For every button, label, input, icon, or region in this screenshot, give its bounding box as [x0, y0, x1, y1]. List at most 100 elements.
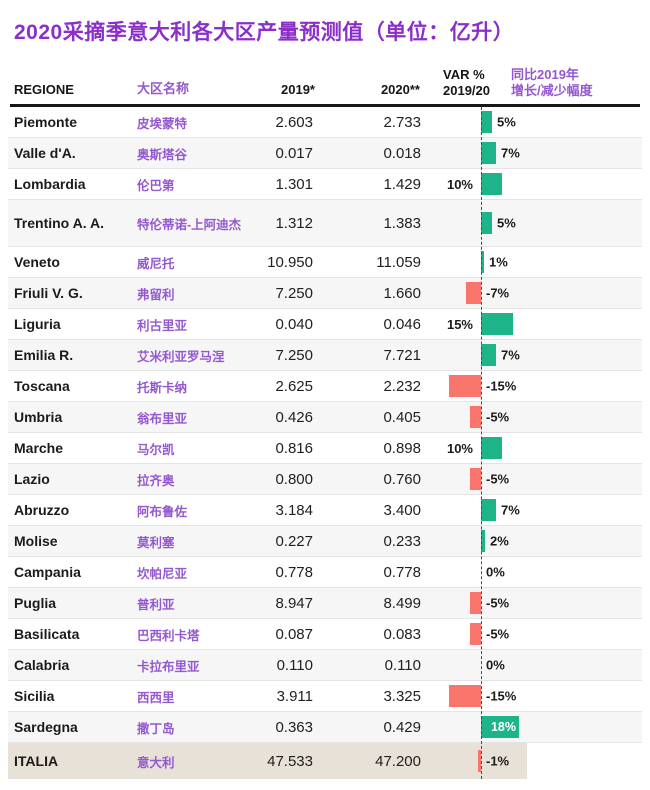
region-name-it: Liguria — [14, 316, 61, 332]
region-name-it: Umbria — [14, 409, 63, 425]
region-name-cn: 伦巴第 — [137, 178, 175, 193]
var-label: 2% — [490, 533, 509, 549]
table-row: Molise 莫利塞 0.227 0.233 2% — [8, 525, 642, 556]
value-2020: 2.733 — [383, 113, 421, 131]
var-label: 0% — [486, 657, 505, 673]
region-name-it: Valle d'A. — [14, 145, 76, 161]
header-var-line2: 2019/20 — [443, 83, 490, 98]
header-var-line1: VAR % — [443, 67, 485, 82]
region-name-cn: 马尔凯 — [137, 442, 175, 457]
region-name-cn: 利古里亚 — [137, 318, 188, 333]
region-name-it: ITALIA — [14, 753, 59, 769]
positive-var-bar: 18% — [481, 716, 519, 738]
region-name-it: Sardegna — [14, 719, 78, 735]
var-label: 7% — [501, 145, 520, 161]
region-name-cn: 撒丁岛 — [137, 721, 175, 736]
region-name-cn: 意大利 — [137, 755, 175, 770]
var-bar-cell — [473, 169, 642, 199]
var-label-left: 15% — [446, 316, 473, 332]
value-2019: 0.087 — [275, 625, 313, 643]
value-2020: 3.400 — [383, 501, 421, 519]
value-2020: 0.405 — [383, 408, 421, 426]
table-row: Piemonte 皮埃蒙特 2.603 2.733 5% — [8, 107, 642, 137]
negative-var-bar — [449, 685, 481, 707]
table-row: Sardegna 撒丁岛 0.363 0.429 18% — [8, 711, 642, 742]
var-bar-cell: 5% — [473, 107, 642, 137]
table-header: REGIONE 大区名称 2019* 2020** VAR % 2019/20 … — [10, 58, 640, 107]
var-bar-cell: 7% — [473, 138, 642, 168]
negative-var-bar — [470, 592, 481, 614]
region-name-cn: 阿布鲁佐 — [137, 504, 188, 519]
region-name-it: Puglia — [14, 595, 57, 611]
var-bar-cell — [473, 309, 642, 339]
region-name-it: Sicilia — [14, 688, 55, 704]
value-2019: 1.312 — [275, 214, 313, 232]
region-name-it: Piemonte — [14, 114, 78, 130]
var-label: -5% — [486, 595, 510, 611]
var-label: -15% — [486, 688, 517, 704]
positive-var-bar — [481, 344, 496, 366]
positive-var-bar — [481, 499, 496, 521]
table-row: Liguria 利古里亚 0.040 0.046 15% — [8, 308, 642, 339]
region-name-cn: 普利亚 — [137, 597, 175, 612]
var-bar-cell: 18% — [473, 712, 642, 742]
region-name-cn: 西西里 — [137, 690, 175, 705]
value-2020: 1.660 — [383, 284, 421, 302]
region-name-it: Calabria — [14, 657, 70, 673]
table-row: Umbria 翁布里亚 0.426 0.405 -5% — [8, 401, 642, 432]
value-2019: 2.603 — [275, 113, 313, 131]
negative-var-bar — [478, 750, 481, 772]
var-label: 18% — [490, 720, 516, 734]
var-label: -1% — [486, 753, 510, 769]
region-name-cn: 托斯卡纳 — [137, 380, 188, 395]
header-2020: 2020** — [380, 82, 420, 97]
value-2020: 8.499 — [383, 594, 421, 612]
positive-var-bar — [481, 111, 492, 133]
positive-var-bar — [481, 142, 496, 164]
var-bar-cell: -5% — [470, 464, 642, 494]
table-row: Basilicata 巴西利卡塔 0.087 0.083 -5% — [8, 618, 642, 649]
region-name-it: Friuli V. G. — [14, 285, 83, 301]
var-bar-cell: -1% — [473, 743, 642, 779]
var-label: 7% — [501, 347, 520, 363]
value-2019: 0.363 — [275, 718, 313, 736]
table-row: Abruzzo 阿布鲁佐 3.184 3.400 7% — [8, 494, 642, 525]
value-2019: 7.250 — [275, 284, 313, 302]
table-body: Piemonte 皮埃蒙特 2.603 2.733 5% Valle d'A. 奥斯塔谷 0.… — [8, 107, 642, 779]
region-name-cn: 威尼托 — [137, 256, 175, 271]
value-2020: 7.721 — [383, 346, 421, 364]
region-name-cn: 拉齐奥 — [137, 473, 175, 488]
table-row: Veneto 威尼托 10.950 11.059 1% — [8, 246, 642, 277]
region-name-it: Lazio — [14, 471, 50, 487]
page-title: 2020采摘季意大利各大区产量预测值（单位：亿升） — [14, 21, 515, 44]
var-bar-cell: -7% — [466, 278, 642, 308]
region-name-it: Trentino A. A. — [14, 215, 104, 231]
header-var-pct: VAR % 2019/20 — [443, 67, 490, 99]
positive-var-bar — [481, 212, 492, 234]
var-bar-cell: -15% — [449, 681, 642, 711]
negative-var-bar — [470, 406, 481, 428]
table-row: Marche 马尔凯 0.816 0.898 10% — [8, 432, 642, 463]
region-name-it: Abruzzo — [14, 502, 70, 518]
value-2020: 1.429 — [383, 175, 421, 193]
region-name-it: Basilicata — [14, 626, 80, 642]
table-row: Puglia 普利亚 8.947 8.499 -5% — [8, 587, 642, 618]
value-2019: 10.950 — [267, 253, 313, 271]
value-2020: 47.200 — [375, 752, 421, 770]
table-row: Campania 坎帕尼亚 0.778 0.778 0% — [8, 556, 642, 587]
var-label: 1% — [489, 254, 508, 270]
value-2020: 0.898 — [383, 439, 421, 457]
region-name-it: Molise — [14, 533, 58, 549]
value-2020: 0.018 — [383, 144, 421, 162]
var-label: 5% — [497, 215, 516, 231]
table-rows: Piemonte 皮埃蒙特 2.603 2.733 5% Valle d'A. 奥斯塔谷 0.… — [8, 107, 642, 779]
table-row: Sicilia 西西里 3.911 3.325 -15% — [8, 680, 642, 711]
value-2019: 7.250 — [275, 346, 313, 364]
var-bar-cell: 5% — [473, 200, 642, 246]
region-name-it: Toscana — [14, 378, 70, 394]
region-name-cn: 弗留利 — [137, 287, 175, 302]
value-2020: 1.383 — [383, 214, 421, 232]
negative-var-bar — [470, 623, 481, 645]
region-name-cn: 皮埃蒙特 — [137, 116, 188, 131]
table-row: Lombardia 伦巴第 1.301 1.429 10% — [8, 168, 642, 199]
